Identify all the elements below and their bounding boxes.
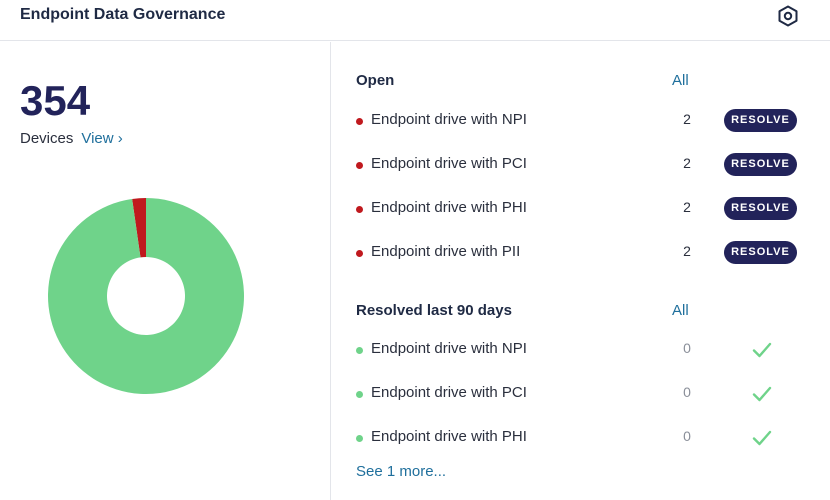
resolved-dot-icon bbox=[356, 435, 363, 442]
checkmark-icon bbox=[752, 386, 772, 402]
settings-hex-icon[interactable] bbox=[776, 4, 800, 28]
open-dot-icon bbox=[356, 162, 363, 169]
resolved-all-link[interactable]: All bbox=[672, 302, 689, 319]
resolved-item-count: 0 bbox=[683, 340, 691, 356]
open-item-label: Endpoint drive with NPI bbox=[371, 111, 527, 128]
resolved-item-label: Endpoint drive with PCI bbox=[371, 384, 527, 401]
resolved-item: Endpoint drive with PCI 0 bbox=[356, 382, 806, 406]
open-item: Endpoint drive with NPI 2 RESOLVE bbox=[356, 109, 806, 133]
open-item: Endpoint drive with PCI 2 RESOLVE bbox=[356, 153, 806, 177]
devices-row: Devices View › bbox=[20, 130, 123, 147]
donut-slice bbox=[132, 198, 146, 258]
view-devices-link[interactable]: View › bbox=[81, 130, 123, 147]
open-section-title: Open bbox=[356, 72, 395, 89]
summary-panel: 354 Devices View › bbox=[0, 42, 331, 500]
open-all-link[interactable]: All bbox=[672, 72, 689, 89]
resolve-button[interactable]: RESOLVE bbox=[724, 153, 797, 176]
resolved-item: Endpoint drive with PHI 0 bbox=[356, 426, 806, 450]
page-title: Endpoint Data Governance bbox=[20, 6, 226, 23]
card-header: Endpoint Data Governance bbox=[0, 0, 830, 41]
resolve-button[interactable]: RESOLVE bbox=[724, 241, 797, 264]
resolved-section-title: Resolved last 90 days bbox=[356, 302, 512, 319]
open-dot-icon bbox=[356, 250, 363, 257]
donut-chart bbox=[47, 198, 244, 394]
device-count: 354 bbox=[20, 77, 91, 124]
donut-slice bbox=[47, 198, 244, 394]
open-item-count: 2 bbox=[683, 243, 691, 259]
resolved-item-count: 0 bbox=[683, 384, 691, 400]
resolved-item: Endpoint drive with NPI 0 bbox=[356, 338, 806, 362]
resolved-item-label: Endpoint drive with PHI bbox=[371, 428, 527, 445]
resolved-item-count: 0 bbox=[683, 428, 691, 444]
open-item-count: 2 bbox=[683, 199, 691, 215]
resolved-dot-icon bbox=[356, 347, 363, 354]
resolve-button[interactable]: RESOLVE bbox=[724, 109, 797, 132]
open-dot-icon bbox=[356, 118, 363, 125]
open-item: Endpoint drive with PII 2 RESOLVE bbox=[356, 241, 806, 265]
open-item-label: Endpoint drive with PII bbox=[371, 243, 521, 260]
checkmark-icon bbox=[752, 342, 772, 358]
checkmark-icon bbox=[752, 430, 772, 446]
open-item-label: Endpoint drive with PCI bbox=[371, 155, 527, 172]
resolved-item-label: Endpoint drive with NPI bbox=[371, 340, 527, 357]
open-item-count: 2 bbox=[683, 155, 691, 171]
see-more-link[interactable]: See 1 more... bbox=[356, 463, 447, 480]
resolved-dot-icon bbox=[356, 391, 363, 398]
issues-panel: Open All Endpoint drive with NPI 2 RESOL… bbox=[332, 42, 830, 500]
open-item: Endpoint drive with PHI 2 RESOLVE bbox=[356, 197, 806, 221]
open-item-count: 2 bbox=[683, 111, 691, 127]
open-item-label: Endpoint drive with PHI bbox=[371, 199, 527, 216]
devices-label: Devices bbox=[20, 130, 74, 147]
open-dot-icon bbox=[356, 206, 363, 213]
resolve-button[interactable]: RESOLVE bbox=[724, 197, 797, 220]
